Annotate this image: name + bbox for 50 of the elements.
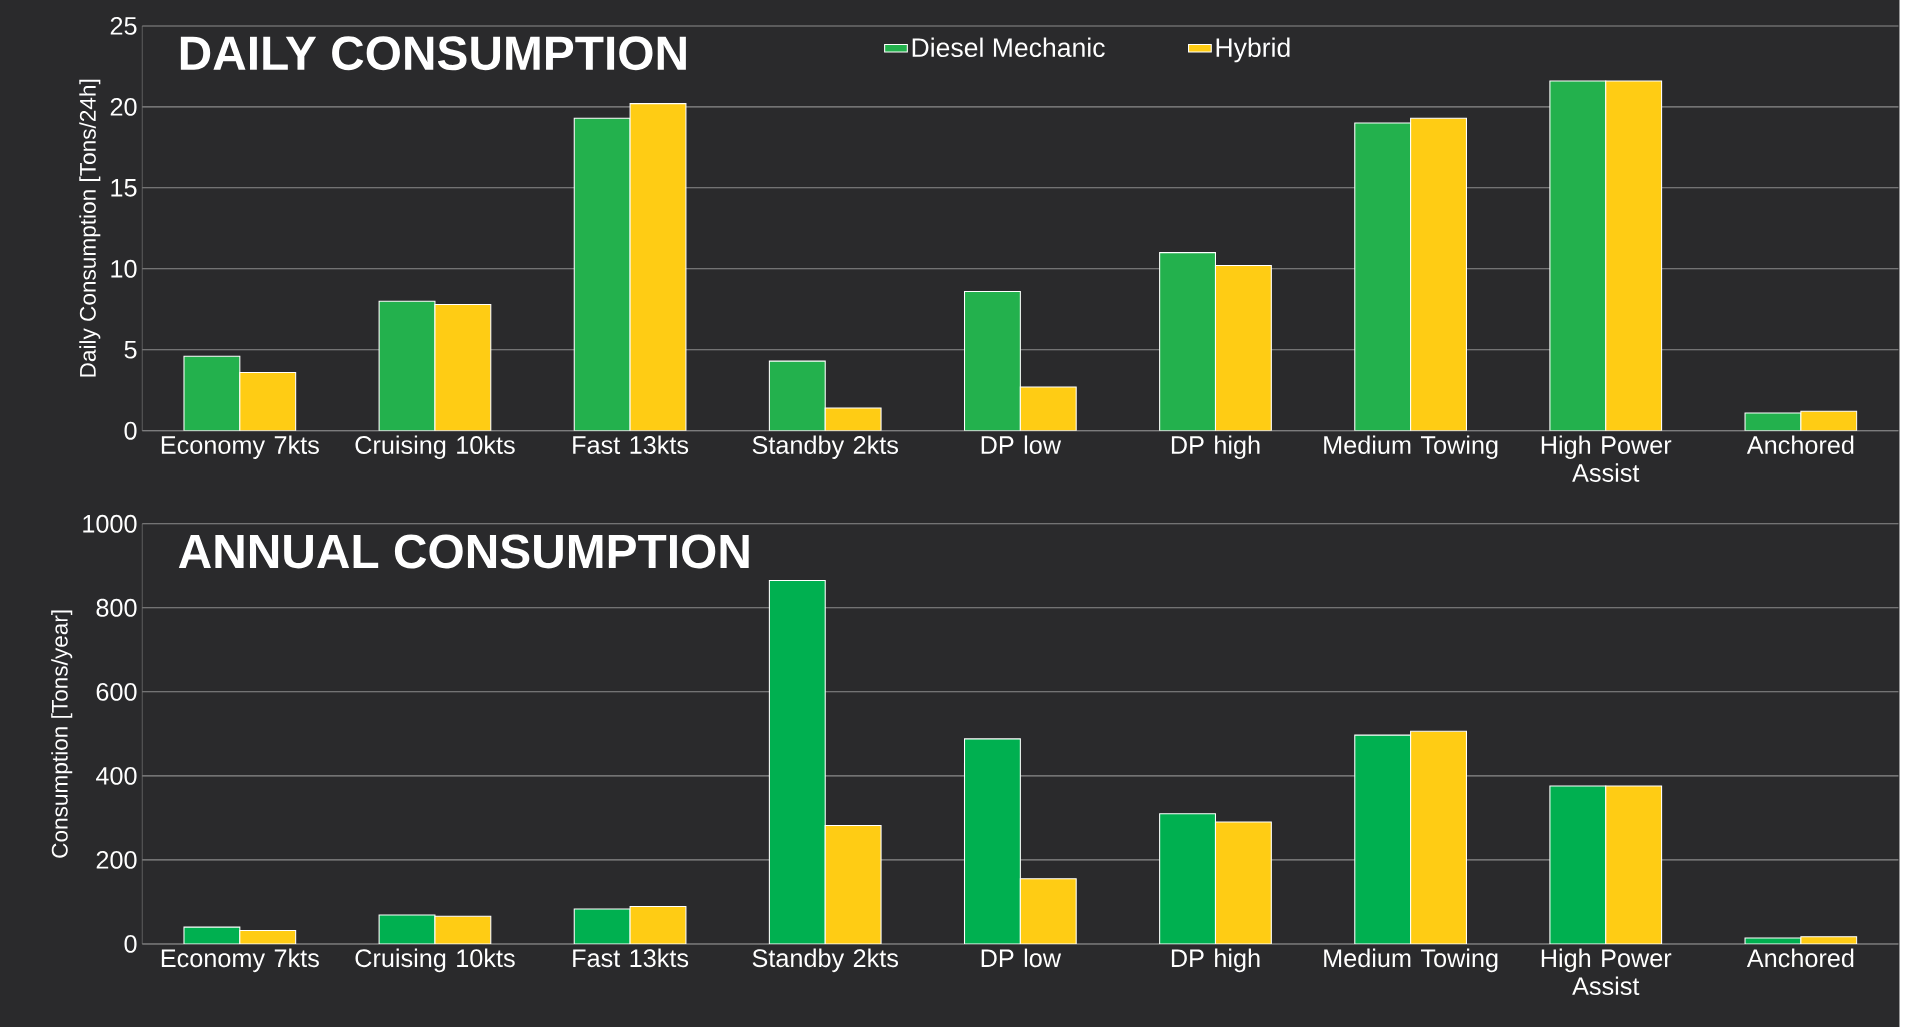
x-tick-label: Cruising 10kts — [355, 948, 515, 973]
bar — [378, 914, 436, 944]
bar — [1159, 813, 1217, 944]
x-tick-label: Medium Towing — [1324, 435, 1498, 459]
bar — [629, 905, 687, 944]
x-tick-label: Anchored — [1746, 948, 1854, 968]
y-tick-label: 400 — [96, 766, 137, 785]
bar — [824, 824, 882, 944]
y-tick-label: 20 — [110, 97, 137, 116]
x-tick-label: High Power Assist — [1541, 435, 1672, 482]
y-axis-title: Daily Consumption [Tons/24h] — [79, 79, 101, 377]
x-tick-label: Medium Towing — [1324, 948, 1498, 973]
bar — [1605, 785, 1663, 944]
x-tick-label: Economy 7kts — [161, 435, 319, 459]
y-tick-label: 1000 — [83, 514, 137, 533]
bar — [963, 738, 1021, 944]
legend-label: Hybrid — [1216, 37, 1290, 63]
x-tick-label: Anchored — [1746, 435, 1854, 454]
x-tick-label: Fast 13kts — [573, 948, 689, 968]
x-tick-label: DP low — [981, 435, 1062, 454]
bar — [573, 908, 631, 944]
x-tick-label: DP high — [1171, 435, 1260, 459]
y-tick-label: 800 — [96, 598, 137, 617]
y-tick-label: 0 — [124, 934, 137, 953]
x-tick-label: Standby 2kts — [752, 948, 898, 973]
bar — [1410, 730, 1467, 944]
x-tick-label: Cruising 10kts — [355, 435, 515, 459]
x-tick-label: Standby 2kts — [752, 435, 899, 459]
x-tick-label: Economy 7kts — [161, 948, 319, 973]
y-tick-label: 10 — [111, 259, 137, 278]
x-tick-label: High Power Assist — [1541, 948, 1672, 996]
chart-title: ANNUAL CONSUMPTION — [178, 534, 749, 569]
bar — [1019, 878, 1077, 944]
legend-label: Diesel Mechanic — [912, 37, 1105, 58]
x-tick-label: DP low — [981, 948, 1062, 968]
x-tick-label: Fast 13kts — [573, 435, 689, 454]
bar — [1549, 785, 1607, 944]
y-tick-label: 0 — [124, 421, 137, 440]
bar — [434, 915, 492, 944]
chart-title: DAILY CONSUMPTION — [180, 36, 686, 71]
bar — [768, 579, 826, 944]
y-axis-title: Consumption [Tons/year] — [51, 610, 73, 858]
y-tick-label: 5 — [124, 340, 137, 359]
x-tick-label: DP high — [1171, 948, 1260, 973]
y-tick-label: 200 — [96, 850, 137, 869]
bar — [1354, 734, 1412, 944]
y-tick-label: 15 — [111, 179, 137, 197]
y-tick-label: 25 — [110, 16, 137, 35]
y-tick-label: 600 — [96, 682, 137, 701]
bar — [1214, 821, 1272, 944]
